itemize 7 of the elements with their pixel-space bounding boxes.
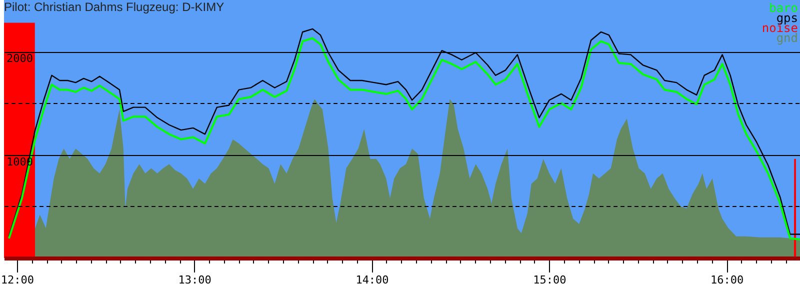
x-tick-label: 15:00	[533, 274, 566, 286]
x-tick-label: 13:00	[178, 274, 212, 286]
x-tick-label: 16:00	[710, 274, 744, 286]
y-tick-label: 2000	[6, 52, 33, 66]
chart-title: Pilot: Christian Dahms Flugzeug: D-KIMY	[4, 0, 224, 14]
x-tick-label: 12:00	[0, 274, 34, 286]
x-tick-label: 14:00	[356, 274, 389, 286]
